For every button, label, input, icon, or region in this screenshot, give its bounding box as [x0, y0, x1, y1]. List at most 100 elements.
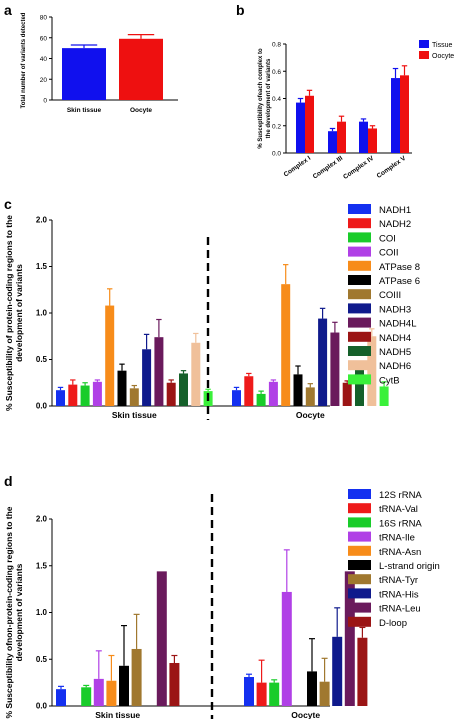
- y-tick-label-c: 1.0: [36, 309, 48, 318]
- bar-c-nadh1-oocyte: [232, 390, 241, 406]
- legend-label-b-tissue: Tissue: [432, 42, 452, 49]
- legend-swatch-d-trna-asn: [348, 545, 371, 556]
- y-axis-label-d: % Susceptibility ofnon-protein-coding re…: [4, 506, 24, 718]
- x-category-label-a: Skin tissue: [67, 107, 102, 114]
- x-category-label-a: Oocyte: [130, 107, 152, 114]
- y-tick-label-c: 0.0: [36, 402, 48, 411]
- bar-a-oocyte: [119, 38, 163, 100]
- y-tick-label-b: 0.0: [272, 151, 281, 158]
- bar-c-nadh5-oocyte: [355, 368, 364, 406]
- legend-swatch-d-trna-leu: [348, 602, 371, 613]
- bar-c-nadh2-oocyte: [244, 376, 254, 406]
- bar-d-12s-rrna-oocyte: [244, 677, 254, 706]
- y-tick-label-d: 1.0: [36, 608, 48, 617]
- bar-c-nadh4l-skin-tissue: [154, 337, 164, 406]
- bar-c-nadh6-skin-tissue: [191, 342, 201, 406]
- legend-label-c-nadh6: NADH6: [379, 361, 411, 372]
- bar-b-oocyte-complex-i: [305, 95, 314, 153]
- y-tick-label-b: 0.8: [272, 42, 281, 49]
- y-tick-label-d: 0.0: [36, 702, 48, 711]
- legend-swatch-c-coiii: [348, 289, 371, 300]
- bar-d-trna-ile-oocyte: [281, 591, 292, 706]
- bar-b-tissue-complex-i: [296, 102, 305, 153]
- chart-panel-c: 0.0 0.5 1.0 1.5 2.0 Skin tissue Oocyte NADH1 NAD…: [4, 204, 420, 420]
- bar-d-d-loop-skin-tissue: [169, 662, 180, 706]
- bar-c-coii-oocyte: [268, 381, 278, 406]
- x-category-label-b: Complex IV: [342, 155, 376, 181]
- bar-d-trna-leu-oocyte: [344, 571, 355, 706]
- legend-label-d-trna-leu: tRNA-Leu: [379, 604, 421, 615]
- bar-d-l-strand-origin-oocyte: [307, 671, 317, 706]
- y-tick-label-a: 80: [40, 15, 48, 22]
- legend-swatch-d-trna-tyr: [348, 574, 371, 585]
- y-axis-label-a: Total number of variants detected: [21, 12, 27, 108]
- bar-d-16s-rrna-oocyte: [269, 682, 280, 706]
- bar-a-skin-tissue: [62, 48, 106, 100]
- x-category-label-d: Oocyte: [291, 710, 320, 719]
- legend-swatch-d-l-strand-origin: [348, 560, 371, 570]
- bar-c-coiii-skin-tissue: [129, 388, 139, 406]
- legend-swatch-c-atpase-8: [348, 260, 371, 271]
- legend-label-d-16s-rrna: 16S rRNA: [379, 518, 422, 529]
- legend-label-d-trna-his: tRNA-His: [379, 589, 419, 600]
- legend-swatch-c-nadh4: [348, 331, 371, 342]
- bar-c-nadh4-oocyte: [342, 382, 352, 406]
- legend-swatch-c-atpase-6: [348, 275, 371, 285]
- bar-c-nadh3-oocyte: [318, 318, 328, 406]
- legend-swatch-d-trna-his: [348, 588, 371, 599]
- legend-label-c-atpase-6: ATPase 6: [379, 276, 420, 287]
- y-tick-label-a: 0: [43, 98, 47, 105]
- legend-label-c-cytb: CytB: [379, 375, 400, 386]
- legend-swatch-c-nadh6: [348, 360, 371, 371]
- y-tick-label-d: 2.0: [36, 515, 48, 524]
- legend-label-c-nadh1: NADH1: [379, 205, 411, 216]
- bar-d-trna-val-oocyte: [256, 682, 267, 706]
- legend-swatch-c-nadh1: [348, 204, 371, 214]
- legend-label-c-nadh4l: NADH4L: [379, 319, 417, 330]
- bar-b-oocyte-complex-v: [400, 75, 409, 153]
- legend-label-b-oocyte: Oocyte: [432, 53, 454, 60]
- bar-c-coi-oocyte: [256, 393, 266, 406]
- legend-label-c-nadh3: NADH3: [379, 304, 411, 315]
- bar-d-l-strand-origin-skin-tissue: [119, 665, 129, 706]
- x-category-label-b: Complex V: [376, 155, 408, 180]
- y-tick-label-c: 0.5: [36, 355, 48, 364]
- bar-c-nadh5-skin-tissue: [179, 373, 188, 406]
- bar-d-trna-leu-skin-tissue: [156, 571, 167, 706]
- bar-d-12s-rrna-skin-tissue: [56, 689, 66, 706]
- bar-c-nadh3-skin-tissue: [142, 349, 152, 406]
- legend-label-c-nadh4: NADH4: [379, 333, 411, 344]
- legend-swatch-c-nadh2: [348, 218, 371, 229]
- legend-label-d-12s-rrna: 12S rRNA: [379, 490, 422, 501]
- legend-label-c-coii: COII: [379, 248, 399, 259]
- x-category-label-c: Skin tissue: [112, 410, 157, 420]
- y-tick-label-a: 40: [40, 56, 48, 63]
- y-tick-label-d: 1.5: [36, 561, 48, 570]
- legend-label-c-atpase-8: ATPase 8: [379, 262, 420, 273]
- bar-b-oocyte-complex-iv: [368, 128, 377, 153]
- bar-b-oocyte-complex-iii: [337, 121, 346, 153]
- panel-letter-a: a: [4, 2, 12, 18]
- y-axis-label-b: % Susceptibility ofeach complex to the de…: [258, 48, 272, 149]
- y-tick-label-b: 0.2: [272, 123, 281, 130]
- bar-d-d-loop-oocyte: [357, 637, 368, 706]
- y-tick-label-b: 0.4: [272, 96, 281, 103]
- bar-c-nadh2-skin-tissue: [68, 384, 78, 406]
- bar-d-trna-asn-skin-tissue: [106, 680, 117, 706]
- bar-d-16s-rrna-skin-tissue: [81, 687, 92, 706]
- y-tick-label-a: 60: [40, 35, 48, 42]
- legend-label-c-coiii: COIII: [379, 290, 401, 301]
- legend-swatch-d-trna-val: [348, 503, 371, 514]
- bar-d-trna-his-oocyte: [332, 636, 343, 706]
- y-tick-label-c: 2.0: [36, 216, 48, 225]
- x-category-label-b: Complex I: [283, 155, 313, 179]
- panel-letter-c: c: [4, 196, 12, 212]
- legend-swatch-c-cytb: [348, 374, 371, 385]
- legend-swatch-c-nadh3: [348, 303, 371, 314]
- legend-swatch-d-16s-rrna: [348, 517, 371, 528]
- legend-label-d-trna-ile: tRNA-Ile: [379, 533, 415, 544]
- legend-swatch-c-nadh5: [348, 346, 371, 356]
- bar-d-trna-tyr-oocyte: [319, 681, 330, 706]
